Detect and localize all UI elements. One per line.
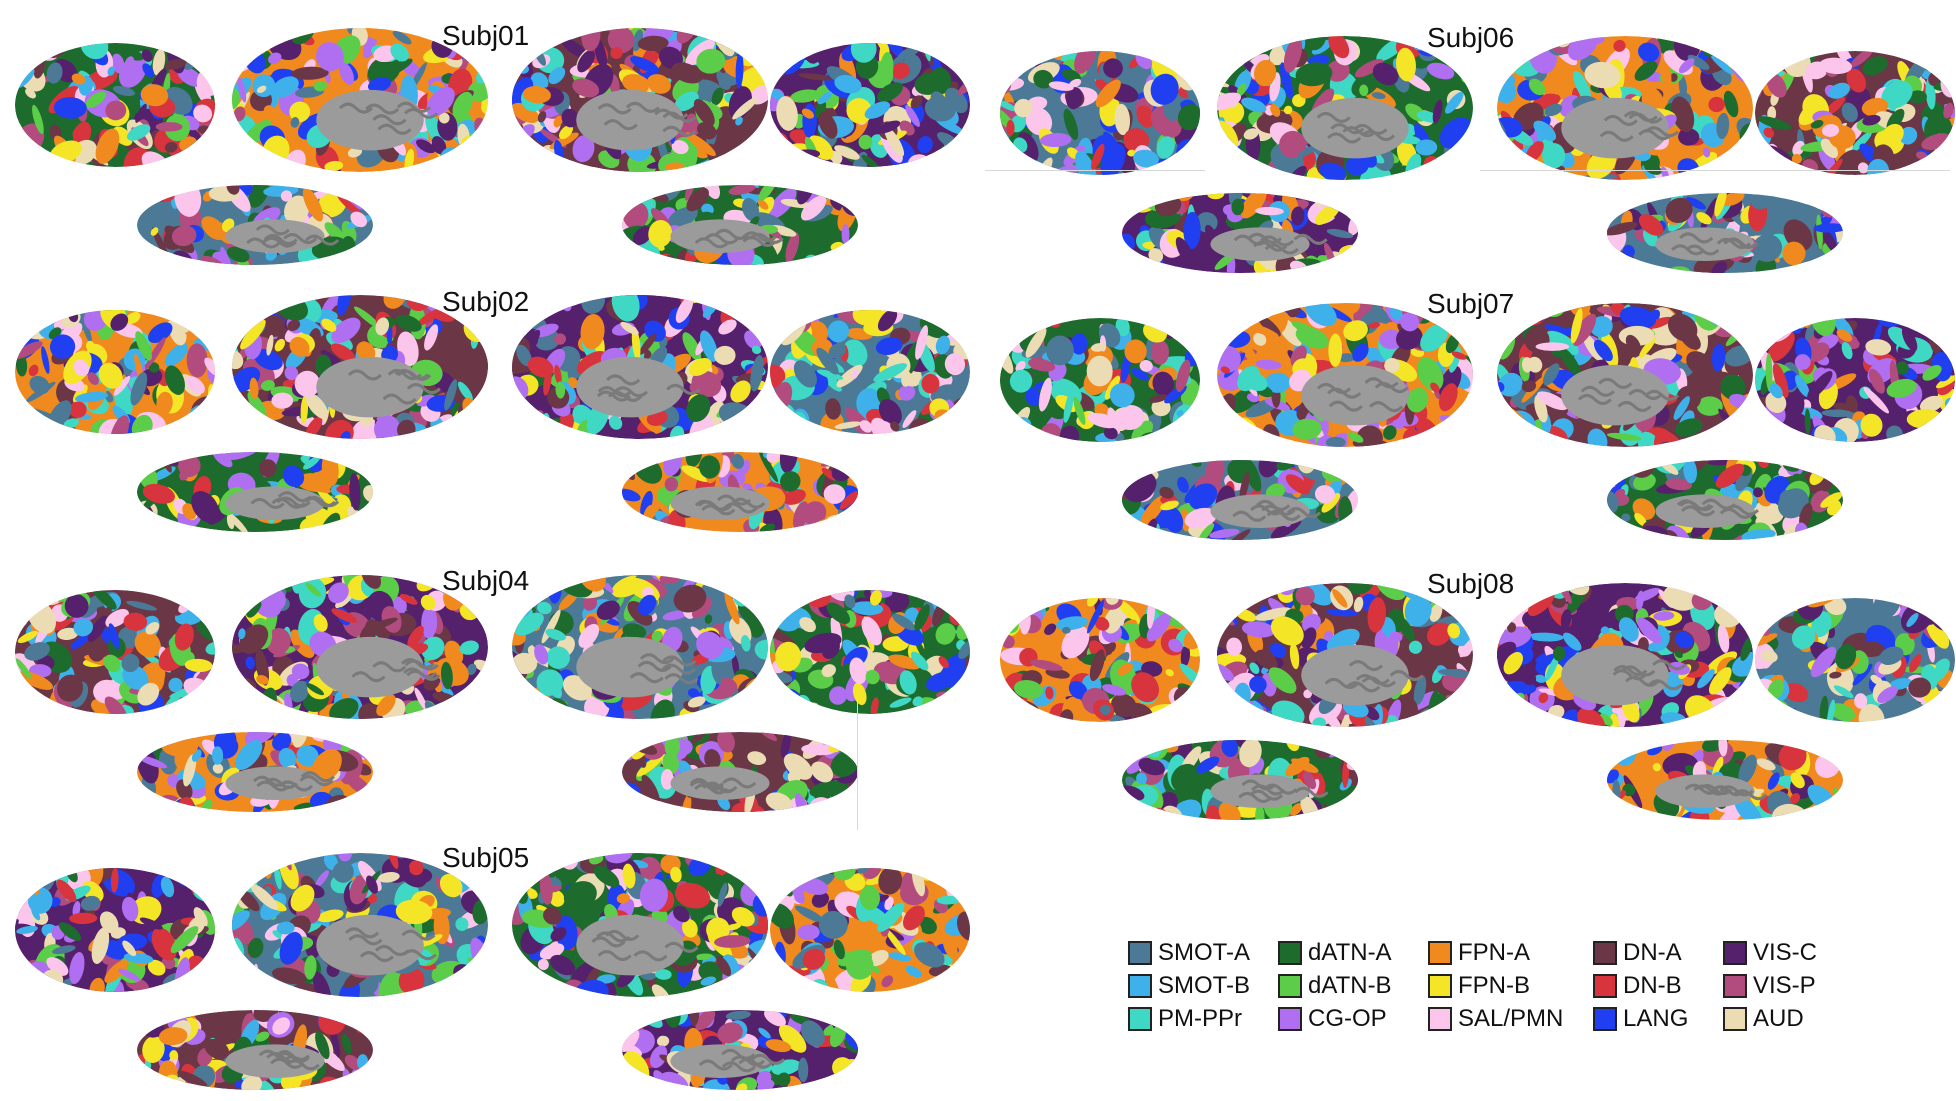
legend-swatch [1278,1007,1302,1031]
brain-surface [622,452,858,532]
brain-surface [137,452,373,532]
legend-label: dATN-B [1308,972,1392,999]
legend-label: SMOT-B [1158,972,1251,999]
brain-surface [512,28,768,172]
brain-surface [770,43,970,167]
legend-swatch [1593,941,1617,965]
legend-label: DN-B [1623,972,1682,999]
subject-label-subj07: Subj07 [1427,288,1515,319]
legend-item: SMOT-B [1128,971,1250,1001]
legend-swatch [1723,941,1747,965]
brain-surface [1122,740,1358,820]
legend-item: DN-B [1593,971,1682,1001]
brain-surface [1497,583,1753,727]
brain-surface [770,590,970,714]
legend-swatch [1593,974,1617,998]
legend-item: dATN-A [1278,938,1392,968]
legend-item: SMOT-A [1128,938,1250,968]
brain-surface [1497,36,1753,180]
brain-surface [1000,318,1200,442]
panel-divider [857,690,858,830]
brain-surface [1755,51,1955,175]
legend-swatch [1128,974,1152,998]
subject-label-subj02: Subj02 [442,286,530,317]
brain-surface [15,43,215,167]
brain-surface [512,295,768,439]
brain-surface [1755,598,1955,722]
brain-surface [770,868,970,992]
legend-label: dATN-A [1308,939,1392,966]
legend-label: LANG [1623,1005,1689,1032]
brain-surface [512,575,768,719]
legend-item: AUD [1723,1004,1804,1034]
legend-item: PM-PPr [1128,1004,1242,1034]
brain-surface [137,185,373,265]
brain-surface [137,732,373,812]
legend-swatch [1723,1007,1747,1031]
legend-item: FPN-B [1428,971,1530,1001]
subject-label-subj08: Subj08 [1427,568,1515,599]
legend-item: dATN-B [1278,971,1392,1001]
panel-divider [1480,170,1950,171]
brain-surface [622,185,858,265]
legend-swatch [1278,941,1302,965]
panel-divider [985,170,1205,171]
brain-surface [137,1010,373,1090]
brain-surface [15,590,215,714]
legend-item: VIS-C [1723,938,1817,968]
brain-surface [1607,740,1843,820]
brain-surface [1000,598,1200,722]
legend-label: SAL/PMN [1458,1005,1564,1032]
brain-surface [1122,193,1358,273]
subject-label-subj04: Subj04 [442,565,530,596]
legend-swatch [1723,974,1747,998]
legend-label: CG-OP [1308,1005,1387,1032]
legend-swatch [1593,1007,1617,1031]
legend-label: VIS-C [1753,939,1818,966]
legend-label: FPN-B [1458,972,1530,999]
legend-label: SMOT-A [1158,939,1251,966]
legend-item: DN-A [1593,938,1682,968]
legend-swatch [1128,941,1152,965]
legend-label: AUD [1753,1005,1804,1032]
brain-surface [15,868,215,992]
network-legend: SMOT-A SMOT-B PM-PPr dATN-A dATN-B CG-OP… [1128,938,1828,1038]
subject-label-subj01: Subj01 [442,20,530,51]
legend-label: VIS-P [1753,972,1816,999]
brain-surface [622,1010,858,1090]
brain-surface [1607,193,1843,273]
brain-surface [770,310,970,434]
brain-surface [15,310,215,434]
brain-surface [1607,460,1843,540]
subject-label-subj05: Subj05 [442,842,530,873]
brain-surface [622,732,858,812]
legend-swatch [1428,1007,1452,1031]
legend-swatch [1278,974,1302,998]
legend-item: FPN-A [1428,938,1530,968]
legend-item: VIS-P [1723,971,1816,1001]
brain-surface [512,853,768,997]
legend-item: CG-OP [1278,1004,1387,1034]
brain-surface [1122,460,1358,540]
legend-swatch [1128,1007,1152,1031]
legend-label: DN-A [1623,939,1682,966]
legend-swatch [1428,974,1452,998]
brain-surface [1000,51,1200,175]
brain-surface [1497,303,1753,447]
legend-item: LANG [1593,1004,1688,1034]
legend-swatch [1428,941,1452,965]
legend-label: FPN-A [1458,939,1530,966]
legend-item: SAL/PMN [1428,1004,1563,1034]
legend-label: PM-PPr [1158,1005,1242,1032]
subject-label-subj06: Subj06 [1427,22,1515,53]
brain-surface [1755,318,1955,442]
